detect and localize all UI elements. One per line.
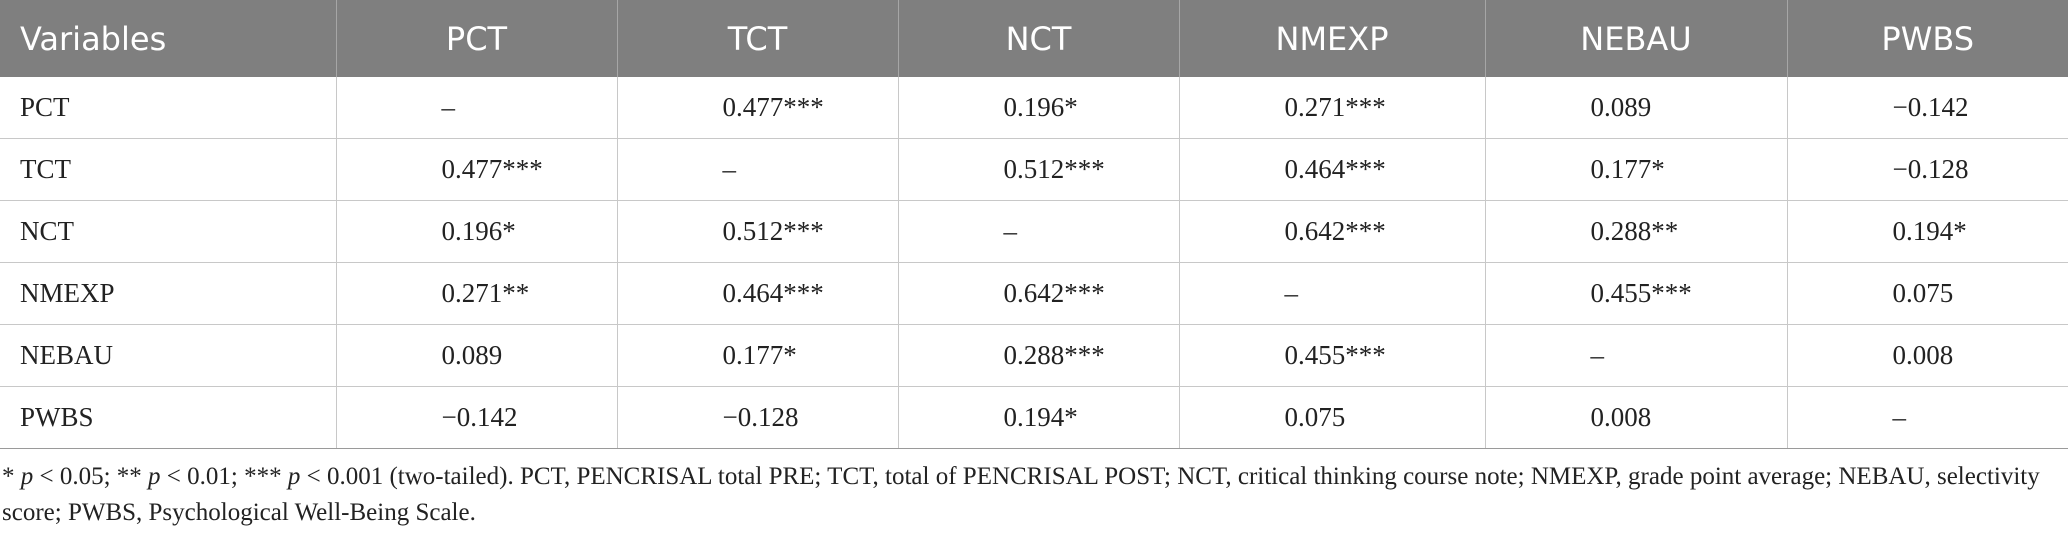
footnote: * p < 0.05; ** p < 0.01; *** p < 0.001 (…	[2, 459, 2052, 531]
row-label: PWBS	[0, 386, 336, 449]
table-cell: −0.128	[1786, 138, 2068, 201]
table-cell: 0.196*	[335, 200, 617, 263]
header-cell: NCT	[897, 0, 1179, 77]
table-cell: 0.477***	[616, 77, 898, 139]
header-cell: TCT	[616, 0, 898, 77]
table-cell: 0.194*	[1786, 200, 2068, 263]
table-body: PCT –0.477*** 0.196* 0.271*** 0.089 −0.142 TCT…	[0, 77, 2068, 449]
header-cell: PWBS	[1786, 0, 2068, 77]
table-cell: –	[1178, 262, 1485, 325]
row-label: NMEXP	[0, 262, 336, 325]
header-cell: Variables	[0, 0, 336, 77]
table-cell: 0.512***	[897, 138, 1179, 201]
table-cell: 0.464***	[1178, 138, 1485, 201]
table-cell: −0.142	[335, 386, 617, 449]
table-cell: 0.477***	[335, 138, 617, 201]
footnote-text: p	[20, 463, 34, 490]
table-cell: 0.455***	[1484, 262, 1787, 325]
table-cell: 0.089	[335, 324, 617, 387]
table-cell: 0.464***	[616, 262, 898, 325]
correlation-table: Variables PCT TCT NCT NMEXP NEBAU PWBS PCT –0.4…	[0, 0, 2068, 449]
table-cell: −0.128	[616, 386, 898, 449]
table-row: PCT –0.477*** 0.196* 0.271*** 0.089 −0.142	[0, 77, 2068, 139]
row-label: NCT	[0, 200, 336, 263]
table-cell: 0.642***	[1178, 200, 1485, 263]
footnote-text: p	[148, 463, 161, 490]
table-row: NMEXP 0.271** 0.464*** 0.642*** –0.455*** 0.0…	[0, 262, 2068, 325]
table-cell: 0.288***	[897, 324, 1179, 387]
row-label: TCT	[0, 138, 336, 201]
table-cell: –	[616, 138, 898, 201]
table-cell: 0.271**	[335, 262, 617, 325]
table-cell: −0.142	[1786, 77, 2068, 139]
row-label: NEBAU	[0, 324, 336, 387]
table-cell: 0.194*	[897, 386, 1179, 449]
table-cell: –	[897, 200, 1179, 263]
table-row: TCT 0.477*** –0.512*** 0.464*** 0.177* −0.128	[0, 138, 2068, 201]
table-cell: 0.642***	[897, 262, 1179, 325]
footnote-text: < 0.05; **	[33, 463, 149, 490]
table-cell: 0.455***	[1178, 324, 1485, 387]
footnote-text: < 0.01; ***	[160, 463, 288, 490]
header-cell: NEBAU	[1484, 0, 1787, 77]
header-cell: NMEXP	[1178, 0, 1485, 77]
footnote-text: *	[2, 463, 21, 490]
table-cell: 0.196*	[897, 77, 1179, 139]
row-label: PCT	[0, 77, 336, 139]
table-cell: –	[1484, 324, 1787, 387]
table-row: PWBS −0.142 −0.128 0.194* 0.075 0.008–	[0, 386, 2068, 449]
footnote-text: < 0.001 (two-tailed). PCT, PENCRISAL tot…	[2, 463, 2040, 526]
table-cell: 0.075	[1786, 262, 2068, 325]
footnote-text: p	[287, 463, 301, 490]
table-cell: 0.512***	[616, 200, 898, 263]
table-cell: –	[1786, 386, 2068, 449]
table-cell: 0.177*	[616, 324, 898, 387]
table-row: NCT 0.196* 0.512*** –0.642*** 0.288** 0.194*	[0, 200, 2068, 263]
table-cell: 0.008	[1786, 324, 2068, 387]
table-row: NEBAU 0.089 0.177* 0.288*** 0.455*** –0.008	[0, 324, 2068, 387]
table-cell: –	[335, 77, 617, 139]
header-cell: PCT	[335, 0, 617, 77]
table-cell: 0.089	[1484, 77, 1787, 139]
table-cell: 0.075	[1178, 386, 1485, 449]
table-cell: 0.288**	[1484, 200, 1787, 263]
table-cell: 0.008	[1484, 386, 1787, 449]
table-cell: 0.177*	[1484, 138, 1787, 201]
table-cell: 0.271***	[1178, 77, 1485, 139]
header-row: Variables PCT TCT NCT NMEXP NEBAU PWBS	[0, 0, 2068, 77]
